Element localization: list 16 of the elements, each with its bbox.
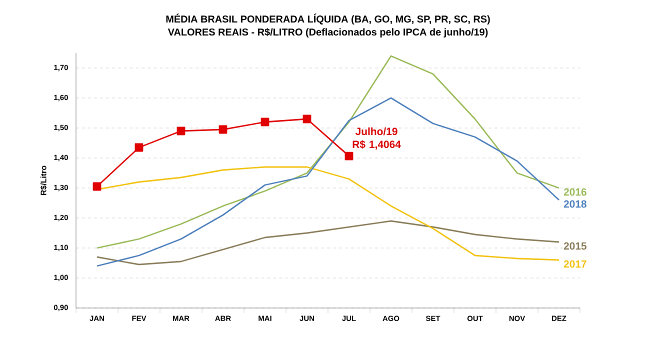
- line-series: [96, 97, 560, 267]
- point: [218, 125, 228, 134]
- series-label: 2018: [564, 200, 586, 208]
- point: [344, 152, 354, 160]
- series-label: 2016: [564, 188, 586, 196]
- annotation: Julho/19 R$ 1,4064: [352, 127, 401, 150]
- point: [134, 143, 144, 152]
- chart-title: MÉDIA BRASIL PONDERADA LÍQUIDA (BA, GO, MG, SP, PR, SC, RS): [166, 14, 490, 25]
- point: [260, 118, 270, 126]
- series-label: 2015: [564, 242, 586, 250]
- point: [92, 182, 102, 191]
- chart-subtitle: VALORES REAIS - R$/LITRO (Deflacionados pelo IPCA de junho/19): [168, 28, 488, 38]
- point: [302, 114, 312, 124]
- line-series: [96, 55, 560, 249]
- series-label: 2017: [564, 260, 586, 268]
- point: [176, 126, 186, 136]
